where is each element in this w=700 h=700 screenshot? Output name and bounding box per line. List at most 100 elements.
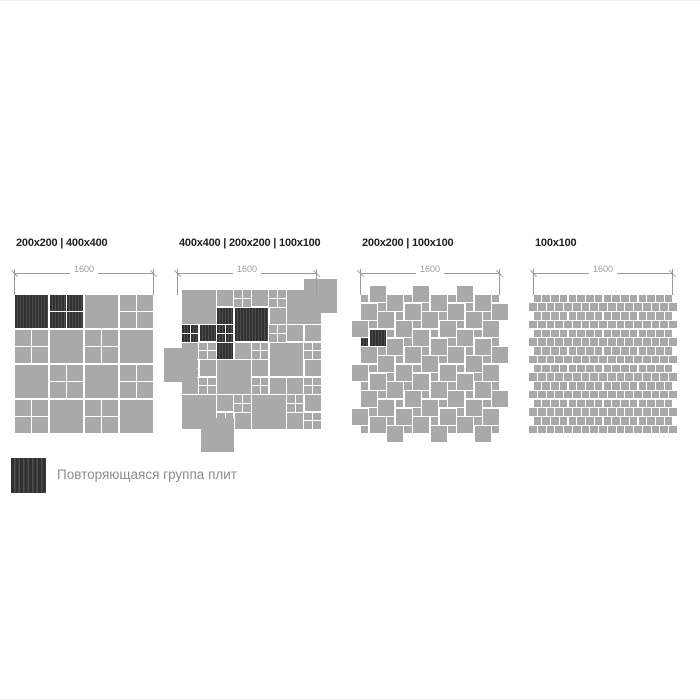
- tile-100: [621, 329, 629, 338]
- tile-200: [448, 391, 465, 407]
- tile-200: [217, 395, 234, 412]
- tile-100: [660, 425, 669, 434]
- repeating-group-tile-200: [67, 294, 84, 311]
- tile-100: [559, 347, 568, 355]
- tile-200: [422, 356, 438, 372]
- tile-100: [413, 320, 421, 329]
- tile-100: [199, 386, 208, 395]
- tile-100: [546, 303, 555, 311]
- tile-100: [607, 408, 616, 416]
- panel-label: 100x100: [535, 237, 577, 249]
- tile-100: [660, 303, 669, 311]
- tile-100: [629, 312, 638, 320]
- repeating-group-tile-200: [217, 307, 234, 324]
- tile-100: [404, 425, 412, 434]
- tile-100: [616, 425, 625, 434]
- tile-100: [208, 342, 216, 351]
- tile-200: [404, 347, 421, 364]
- tile-100: [546, 390, 555, 399]
- tile-200: [67, 382, 84, 399]
- tile-100: [664, 347, 673, 355]
- tile-200: [369, 373, 386, 390]
- tile-100: [621, 294, 629, 303]
- dimension-value: 1600: [177, 264, 317, 274]
- tile-400: [49, 329, 84, 364]
- tile-100: [537, 390, 546, 399]
- tile-100: [594, 329, 603, 338]
- tile-100: [581, 355, 590, 364]
- tile-100: [664, 294, 673, 303]
- tile-100: [537, 338, 546, 346]
- repeating-group-tile-100: [181, 333, 190, 342]
- tile-100: [647, 364, 655, 373]
- tile-200: [422, 312, 438, 329]
- tile-100: [404, 382, 412, 390]
- tile-200: [67, 364, 84, 381]
- tile-100: [456, 364, 465, 373]
- tile-100: [664, 364, 673, 373]
- tile-100: [625, 390, 634, 399]
- tile-100: [634, 303, 642, 311]
- tile-200: [360, 303, 377, 320]
- tile-100: [313, 421, 321, 430]
- tile-100: [395, 312, 404, 320]
- tile-100: [638, 399, 647, 408]
- repeating-group-tile-100: [181, 325, 190, 333]
- tile-100: [590, 425, 599, 434]
- dimension-extension-left: [533, 269, 534, 295]
- tile-100: [430, 417, 439, 425]
- repeating-group-tile-200: [67, 312, 84, 329]
- tile-200: [102, 329, 119, 346]
- tile-100: [491, 294, 500, 303]
- tile-100: [594, 382, 603, 390]
- tile-100: [533, 312, 542, 320]
- tile-100: [586, 364, 594, 373]
- tile-100: [647, 347, 655, 355]
- tile-100: [642, 425, 651, 434]
- tile-200: [430, 426, 447, 442]
- tile-100: [456, 408, 465, 416]
- tile-200: [137, 364, 154, 381]
- tile-100: [634, 390, 642, 399]
- tile-100: [369, 320, 377, 329]
- tile-100: [577, 364, 585, 373]
- tile-100: [555, 390, 564, 399]
- tile-100: [537, 355, 546, 364]
- tile-100: [621, 417, 629, 425]
- tile-200: [474, 426, 491, 442]
- tile-100: [660, 408, 669, 416]
- tile-100: [612, 347, 620, 355]
- tile-100: [542, 312, 550, 320]
- tile-100: [603, 312, 612, 320]
- tile-100: [660, 338, 669, 346]
- repeating-group-tile-200: [199, 325, 216, 342]
- tile-100: [642, 373, 651, 381]
- tile-400: [14, 364, 49, 399]
- dimension-extension-left: [177, 269, 178, 295]
- tile-100: [656, 364, 664, 373]
- tile-100: [551, 364, 559, 373]
- tile-100: [642, 303, 651, 311]
- tile-100: [629, 347, 638, 355]
- tile-100: [269, 325, 278, 333]
- tile-100: [625, 338, 634, 346]
- tile-100: [660, 390, 669, 399]
- tile-200: [492, 303, 508, 320]
- tile-200: [304, 360, 321, 377]
- tile-100: [621, 399, 629, 408]
- tile-100: [234, 403, 243, 412]
- tile-200: [269, 377, 286, 394]
- tile-100: [599, 425, 607, 434]
- tile-200: [352, 321, 368, 337]
- repeating-group-tile-200: [217, 342, 234, 359]
- tile-200: [14, 347, 31, 364]
- tile-100: [638, 312, 647, 320]
- tile-100: [594, 294, 603, 303]
- tile-100: [260, 342, 269, 351]
- tile-100: [572, 355, 581, 364]
- tile-100: [638, 329, 647, 338]
- tile-200: [84, 417, 101, 434]
- repeating-group-tile-100: [216, 333, 225, 342]
- tile-100: [551, 347, 559, 355]
- tile-100: [607, 303, 616, 311]
